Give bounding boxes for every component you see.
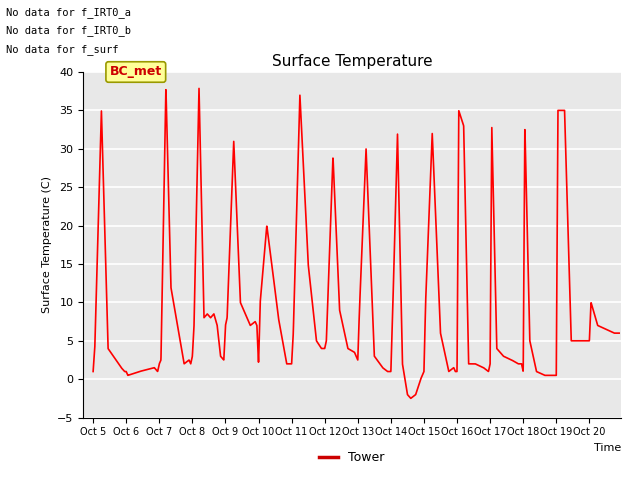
Title: Surface Temperature: Surface Temperature	[272, 54, 432, 70]
Text: BC_met: BC_met	[109, 65, 162, 79]
Text: No data for f_surf: No data for f_surf	[6, 44, 119, 55]
X-axis label: Time: Time	[593, 443, 621, 453]
Text: No data for f_IRT0_b: No data for f_IRT0_b	[6, 25, 131, 36]
Legend: Tower: Tower	[314, 446, 390, 469]
Text: No data for f_IRT0_a: No data for f_IRT0_a	[6, 7, 131, 18]
Y-axis label: Surface Temperature (C): Surface Temperature (C)	[42, 176, 52, 313]
